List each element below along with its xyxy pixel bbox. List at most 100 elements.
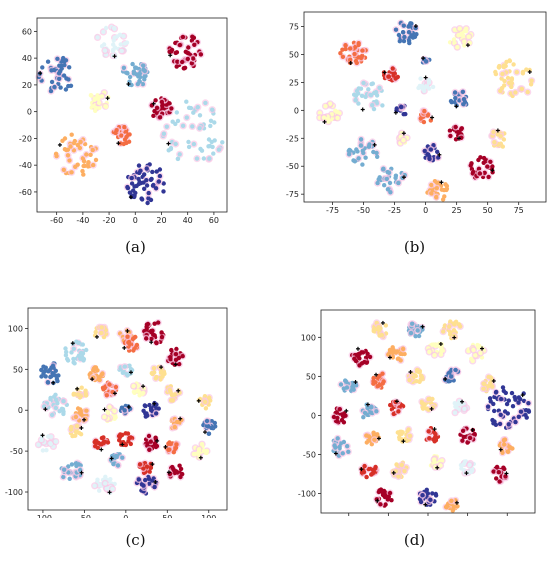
data-point xyxy=(161,181,166,186)
data-point xyxy=(175,156,181,161)
center-marker xyxy=(491,378,496,383)
y-tick-label: 50 xyxy=(306,372,316,381)
data-point xyxy=(383,323,388,328)
data-point xyxy=(146,476,152,481)
data-point xyxy=(356,101,361,106)
data-point xyxy=(164,124,169,129)
data-point xyxy=(177,361,182,367)
x-tick-label: -60 xyxy=(50,216,63,225)
data-point xyxy=(509,84,514,90)
data-point xyxy=(97,488,102,493)
data-point xyxy=(502,442,507,447)
center-marker xyxy=(382,70,387,75)
data-point xyxy=(174,110,179,115)
data-point xyxy=(206,137,212,142)
data-point xyxy=(456,322,462,327)
center-marker xyxy=(99,447,104,452)
data-point xyxy=(180,34,186,40)
data-point xyxy=(371,375,376,381)
data-point xyxy=(131,335,137,341)
data-point xyxy=(136,163,142,168)
data-point xyxy=(43,374,48,379)
data-point xyxy=(346,152,352,157)
data-point xyxy=(447,370,452,375)
data-point xyxy=(168,441,173,447)
data-point xyxy=(180,471,185,477)
data-point xyxy=(79,385,84,390)
data-point xyxy=(153,186,159,191)
data-point xyxy=(99,94,105,99)
y-tick-label: 50 xyxy=(289,50,299,59)
data-point xyxy=(119,133,124,138)
center-marker xyxy=(109,456,114,461)
data-point xyxy=(368,93,374,98)
center-marker xyxy=(166,470,171,475)
center-marker xyxy=(527,69,532,74)
data-point xyxy=(53,439,59,444)
y-tick-label: 50 xyxy=(13,365,23,374)
data-point xyxy=(390,355,395,360)
data-point xyxy=(372,326,377,331)
data-point xyxy=(393,27,399,32)
data-point xyxy=(493,69,498,75)
data-point xyxy=(361,80,366,86)
data-point xyxy=(180,59,185,65)
center-marker xyxy=(401,131,406,136)
data-point xyxy=(183,49,188,54)
data-point xyxy=(356,156,361,161)
data-point xyxy=(78,139,83,145)
data-point xyxy=(356,42,361,48)
data-point xyxy=(346,148,351,154)
center-marker xyxy=(355,346,360,351)
y-tick-label: -100 xyxy=(5,488,23,497)
data-point xyxy=(378,502,383,507)
data-point xyxy=(136,74,141,79)
data-point xyxy=(487,396,493,401)
data-point xyxy=(93,108,98,114)
data-point xyxy=(497,63,502,69)
data-point xyxy=(380,103,385,108)
data-point xyxy=(77,393,82,398)
data-point xyxy=(451,328,457,333)
data-point xyxy=(486,384,491,389)
center-marker xyxy=(413,24,418,29)
data-point xyxy=(125,431,131,436)
data-point xyxy=(202,399,208,404)
data-point xyxy=(388,402,393,408)
data-point xyxy=(323,104,328,109)
data-point xyxy=(403,436,408,442)
data-point xyxy=(189,61,194,66)
data-point xyxy=(69,424,74,430)
center-marker xyxy=(322,119,327,124)
data-point xyxy=(448,133,453,139)
data-point xyxy=(440,197,446,202)
data-point xyxy=(149,336,154,342)
data-point xyxy=(352,159,358,164)
data-point xyxy=(518,409,524,414)
data-point xyxy=(390,350,395,355)
data-point xyxy=(353,98,358,103)
data-point xyxy=(436,180,441,185)
data-point xyxy=(478,155,483,160)
data-point xyxy=(353,58,359,64)
data-point xyxy=(473,353,478,358)
y-tick-label: -100 xyxy=(298,489,316,498)
data-point xyxy=(438,463,443,468)
data-point xyxy=(196,451,201,457)
data-point xyxy=(364,360,369,365)
data-point xyxy=(356,91,361,96)
data-point xyxy=(387,347,393,353)
data-point xyxy=(367,354,373,360)
data-point xyxy=(491,469,496,474)
y-tick-label: -40 xyxy=(19,161,32,170)
data-point xyxy=(209,425,214,431)
points-layer xyxy=(35,23,225,206)
data-point xyxy=(126,439,131,444)
data-point xyxy=(408,330,414,336)
data-point xyxy=(208,118,214,124)
data-point xyxy=(431,429,436,435)
data-point xyxy=(184,99,189,104)
data-point xyxy=(144,336,149,341)
data-point xyxy=(170,464,175,470)
data-point xyxy=(125,334,130,339)
